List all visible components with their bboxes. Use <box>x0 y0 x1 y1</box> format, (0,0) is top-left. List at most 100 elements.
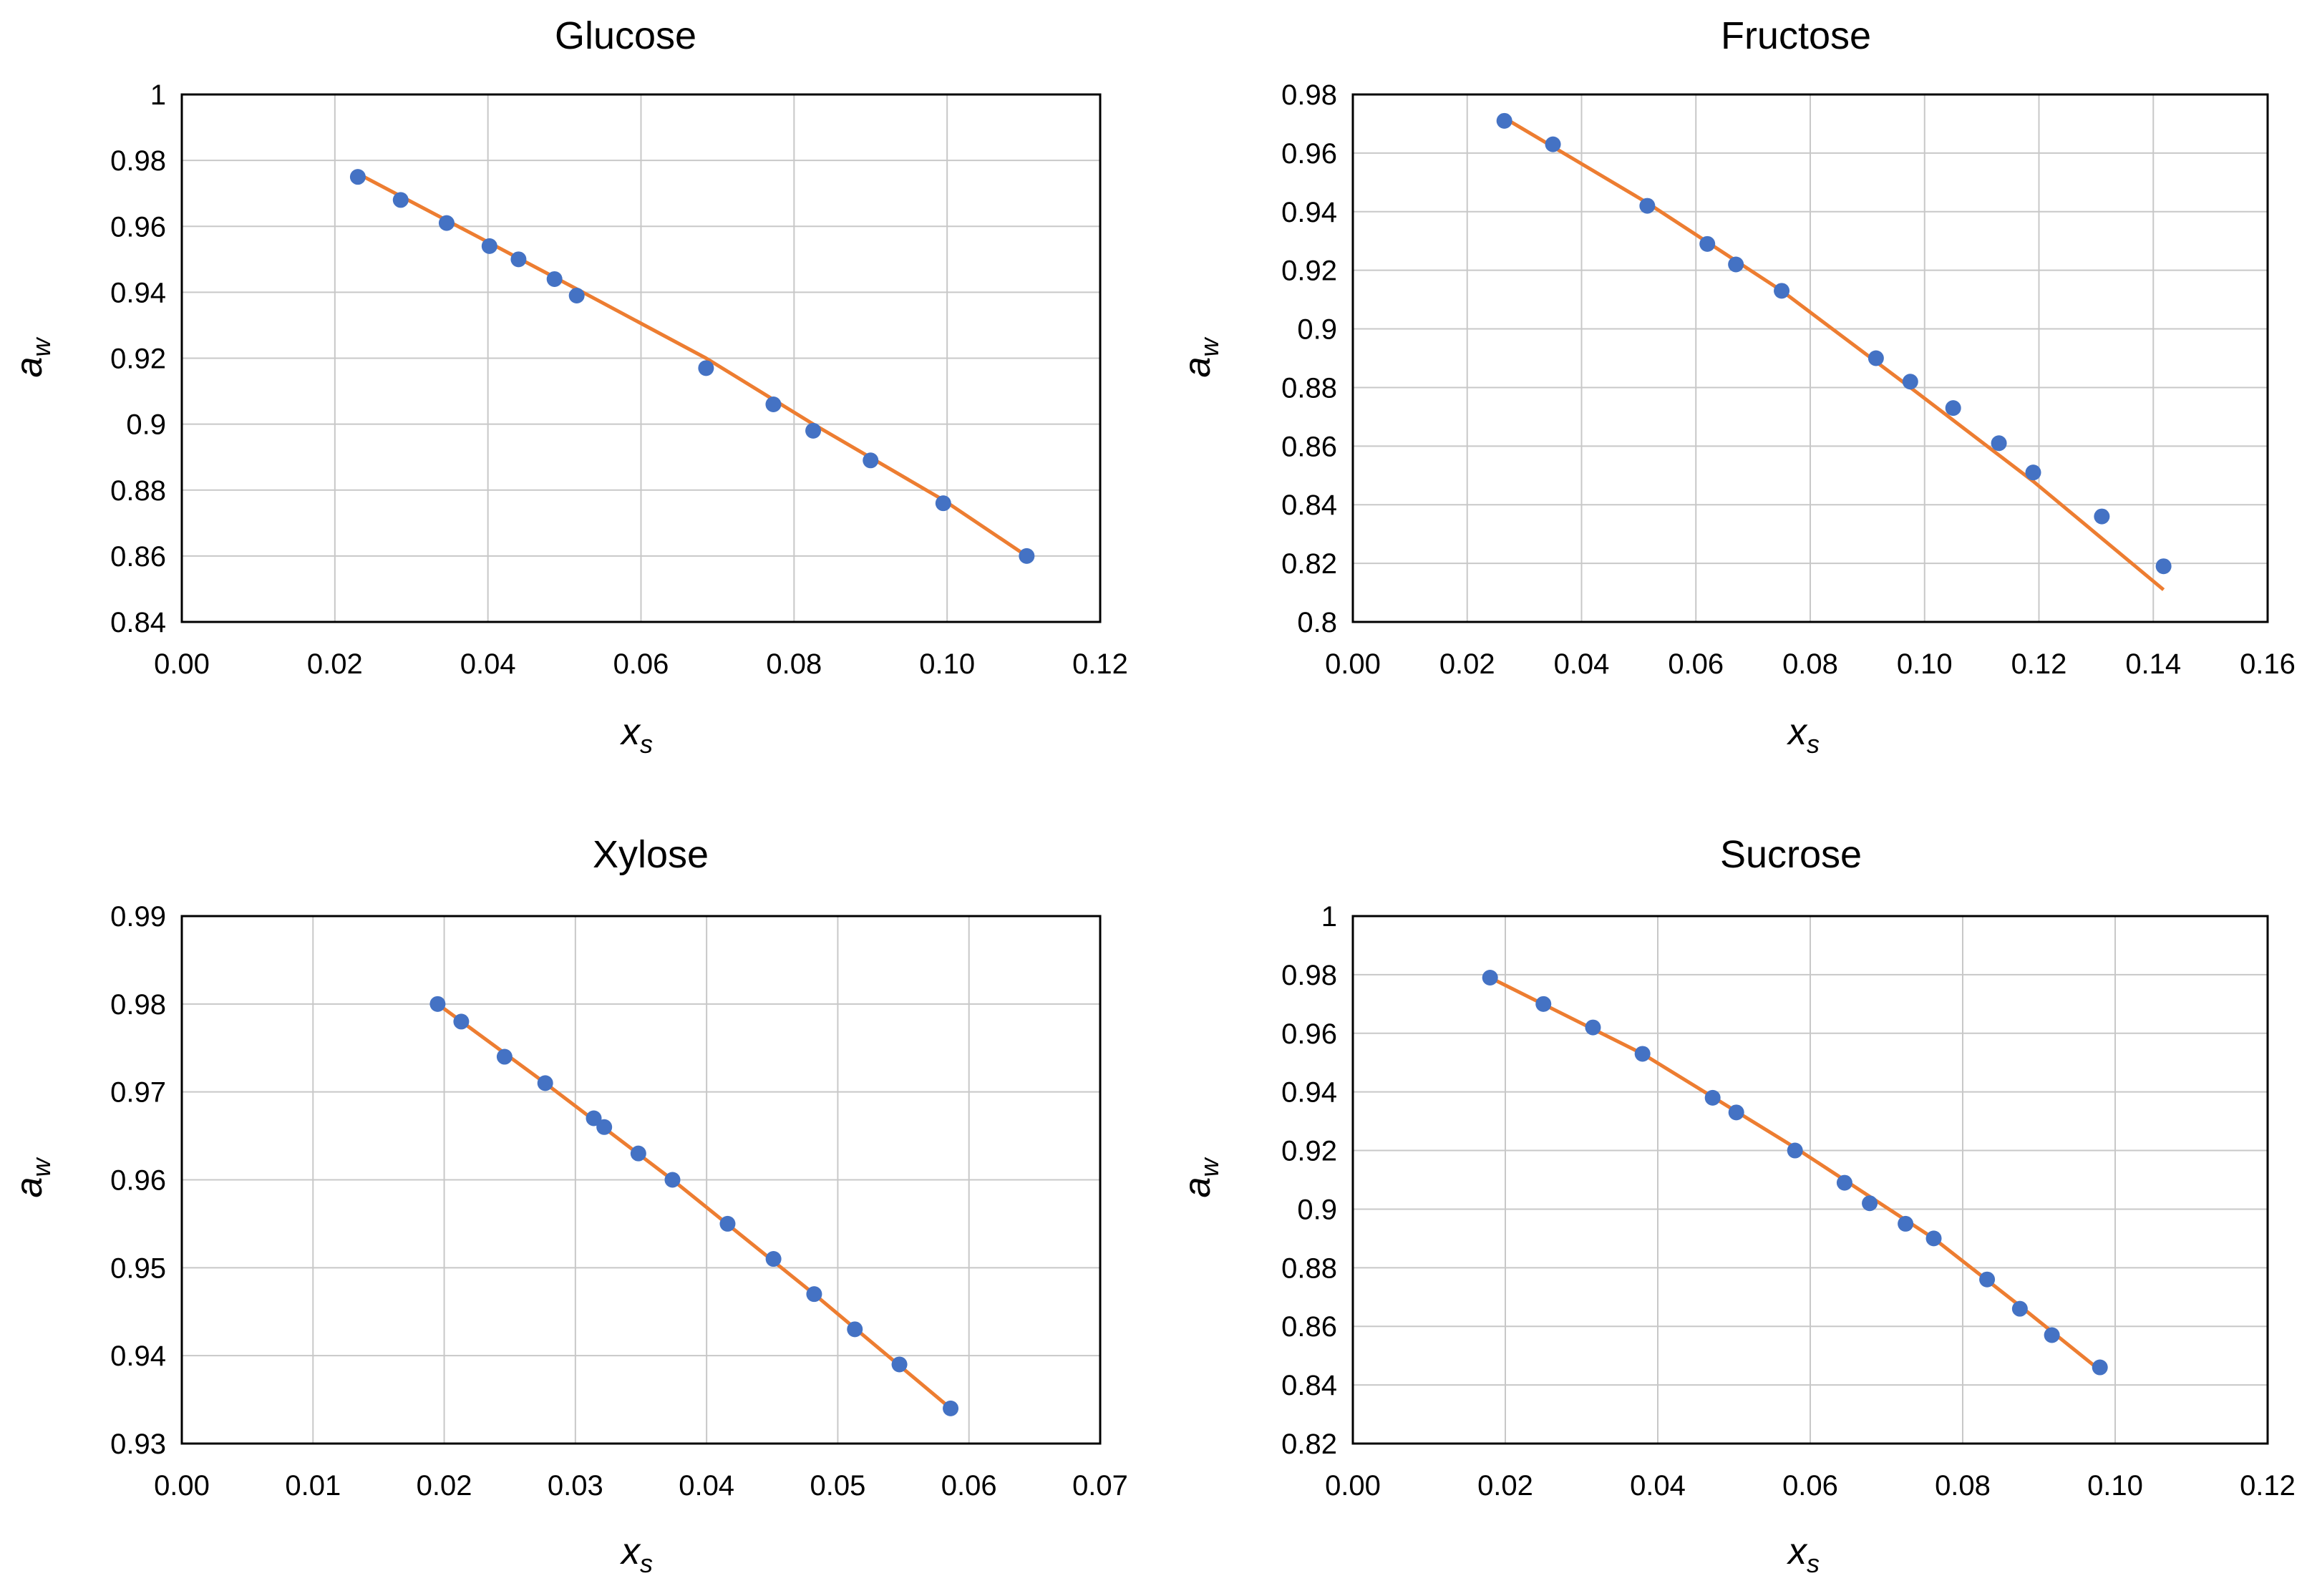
x-axis-label: xs <box>1786 711 1820 759</box>
y-tick-label: 1 <box>150 79 166 111</box>
data-point <box>1634 1046 1651 1062</box>
x-axis-label: xs <box>619 1531 653 1578</box>
fit-line <box>1489 975 2102 1372</box>
gridlines <box>1352 915 2268 1444</box>
data-point <box>481 238 497 254</box>
plot-border <box>1351 915 2269 1445</box>
x-tick-label: 0.05 <box>810 1470 865 1502</box>
x-tick-label: 0.04 <box>460 648 516 680</box>
data-point <box>1019 548 1035 564</box>
data-point <box>2155 558 2172 575</box>
data-point <box>1925 1230 1942 1247</box>
y-tick-label: 0.98 <box>110 989 166 1021</box>
x-tick-label: 0.08 <box>1782 648 1838 680</box>
data-point <box>1699 235 1716 252</box>
x-tick-label: 0.00 <box>1325 648 1381 680</box>
x-tick-label: 0.10 <box>919 648 975 680</box>
x-tick-label: 0.01 <box>285 1470 341 1502</box>
x-tick-labels: 0.00 0.02 0.04 0.06 0.08 0.10 0.12 <box>1325 1470 2296 1502</box>
y-tick-label: 0.96 <box>110 211 166 243</box>
chart-title: Xylose <box>593 833 709 876</box>
y-tick-label: 0.94 <box>110 1340 166 1372</box>
data-point <box>2044 1327 2060 1343</box>
y-tick-label: 0.96 <box>1281 1018 1337 1050</box>
series-layer <box>1482 969 2108 1376</box>
data-point <box>349 169 366 185</box>
y-tick-labels: 0.84 0.86 0.88 0.9 0.92 0.94 0.96 0.98 1 <box>110 79 166 638</box>
y-tick-label: 0.98 <box>110 145 166 177</box>
y-tick-label: 0.86 <box>1281 1311 1337 1343</box>
data-point <box>698 360 714 376</box>
plot-border <box>1351 93 2269 623</box>
chart-title: Fructose <box>1721 14 1871 57</box>
data-point <box>1535 996 1552 1012</box>
x-tick-label: 0.07 <box>1072 1470 1128 1502</box>
y-tick-label: 0.98 <box>1281 79 1337 111</box>
data-point <box>1704 1089 1721 1106</box>
series-layer <box>349 169 1035 564</box>
x-tick-label: 0.06 <box>1782 1470 1838 1502</box>
data-point <box>1868 350 1884 366</box>
y-tick-label: 0.82 <box>1281 548 1337 580</box>
x-axis-label: xs <box>1786 1531 1820 1578</box>
chart-panel-glucose: Glucose 0.84 0.86 0.88 0.9 0.92 0.94 0.96 0.98 1… <box>9 14 1128 759</box>
data-point <box>891 1356 908 1373</box>
y-tick-label: 0.93 <box>110 1429 166 1460</box>
y-tick-label: 0.9 <box>1297 314 1337 346</box>
plot-border <box>180 915 1102 1445</box>
plot-border <box>180 93 1102 623</box>
y-tick-label: 0.9 <box>1297 1194 1337 1225</box>
data-point <box>1585 1019 1601 1036</box>
data-point <box>1898 1215 1914 1232</box>
x-tick-label: 0.10 <box>1897 648 1953 680</box>
y-tick-label: 0.92 <box>1281 1136 1337 1167</box>
y-tick-labels: 0.82 0.84 0.86 0.88 0.9 0.92 0.94 0.96 0.98 1 <box>1281 901 1337 1460</box>
y-tick-label: 0.9 <box>126 409 166 441</box>
x-tick-label: 0.03 <box>548 1470 603 1502</box>
y-tick-label: 0.94 <box>1281 1077 1337 1109</box>
data-point <box>1482 969 1498 986</box>
chart-title: Glucose <box>555 14 696 57</box>
series-layer <box>1496 112 2172 591</box>
y-tick-label: 0.92 <box>1281 256 1337 287</box>
y-tick-labels: 0.8 0.82 0.84 0.86 0.88 0.9 0.92 0.94 0.96 0.98 <box>1281 79 1337 638</box>
data-point <box>805 422 822 439</box>
data-point <box>586 1110 602 1127</box>
fit-line <box>1503 116 2165 591</box>
y-tick-label: 0.86 <box>1281 431 1337 462</box>
data-point <box>496 1048 513 1065</box>
y-tick-labels: 0.93 0.94 0.95 0.96 0.97 0.98 0.99 <box>110 901 166 1460</box>
x-tick-label: 0.06 <box>941 1470 997 1502</box>
x-tick-label: 0.10 <box>2087 1470 2143 1502</box>
y-axis-label: aw <box>9 337 56 378</box>
x-tick-label: 0.12 <box>1072 648 1128 680</box>
data-point <box>1728 256 1744 273</box>
x-tick-label: 0.08 <box>766 648 822 680</box>
x-tick-label: 0.04 <box>679 1470 734 1502</box>
data-point <box>2025 464 2041 481</box>
data-point <box>765 396 782 412</box>
data-point <box>1787 1142 1803 1159</box>
data-point <box>392 192 409 208</box>
y-axis-label: aw <box>9 1157 56 1198</box>
chart-panel-sucrose: Sucrose 0.820.840.860.880.90.920.940.960… <box>1177 833 2296 1578</box>
y-tick-label: 0.84 <box>110 607 166 638</box>
x-tick-label: 0.02 <box>1477 1470 1533 1502</box>
data-point <box>510 251 527 268</box>
y-tick-label: 0.94 <box>110 277 166 308</box>
x-tick-labels: 0.00 0.02 0.04 0.06 0.08 0.10 0.12 0.14 0.16 <box>1325 648 2296 680</box>
y-tick-label: 0.82 <box>1281 1429 1337 1460</box>
y-tick-label: 0.98 <box>1281 960 1337 991</box>
y-tick-label: 0.97 <box>110 1077 166 1109</box>
data-point <box>2011 1300 2028 1317</box>
x-tick-label: 0.02 <box>307 648 363 680</box>
data-point <box>537 1075 553 1091</box>
y-tick-label: 0.88 <box>1281 372 1337 404</box>
y-axis-label: aw <box>1177 337 1224 378</box>
y-tick-label: 1 <box>1321 901 1337 933</box>
x-tick-label: 0.06 <box>1668 648 1724 680</box>
data-point <box>1728 1104 1744 1121</box>
data-point <box>1639 198 1656 214</box>
y-tick-label: 0.99 <box>110 901 166 933</box>
